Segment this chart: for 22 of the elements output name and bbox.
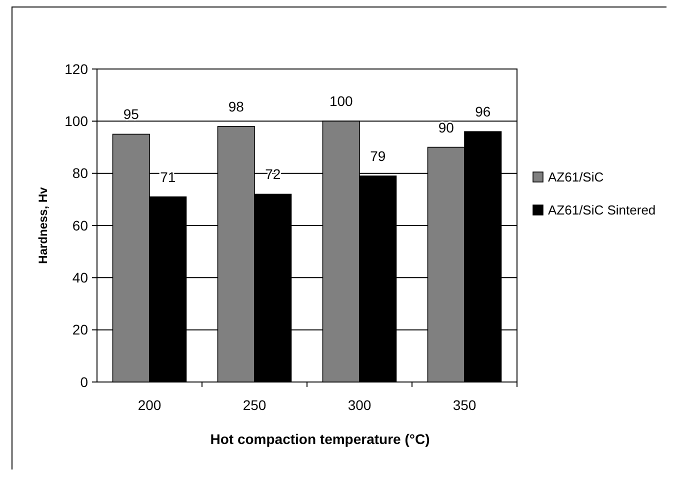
legend-label: AZ61/SiC Sintered: [548, 202, 656, 218]
data-label: 96: [475, 104, 491, 120]
x-tick-label: 200: [138, 397, 162, 413]
data-label: 98: [228, 98, 244, 114]
y-tick-label: 120: [64, 60, 88, 77]
x-tick-label: 250: [242, 397, 266, 413]
data-label: 79: [370, 148, 386, 164]
data-label: 71: [160, 168, 176, 185]
data-label: 100: [329, 93, 354, 110]
y-tick-label: 0: [80, 374, 88, 390]
y-tick-label: 60: [72, 217, 88, 234]
x-tick-label: 300: [348, 397, 372, 413]
legend-label: AZ61/SiC: [548, 170, 604, 185]
y-tick-label: 100: [64, 113, 88, 130]
x-axis-title: Hot compaction temperature (°C): [210, 431, 430, 447]
data-label: 95: [123, 106, 140, 122]
y-tick-label: 80: [72, 165, 88, 182]
y-tick-label: 40: [72, 270, 88, 286]
data-label: 90: [438, 119, 454, 136]
x-tick-label: 350: [452, 397, 476, 413]
y-tick-label: 20: [72, 322, 88, 338]
y-axis-title: Hardness, Hv: [36, 186, 50, 264]
